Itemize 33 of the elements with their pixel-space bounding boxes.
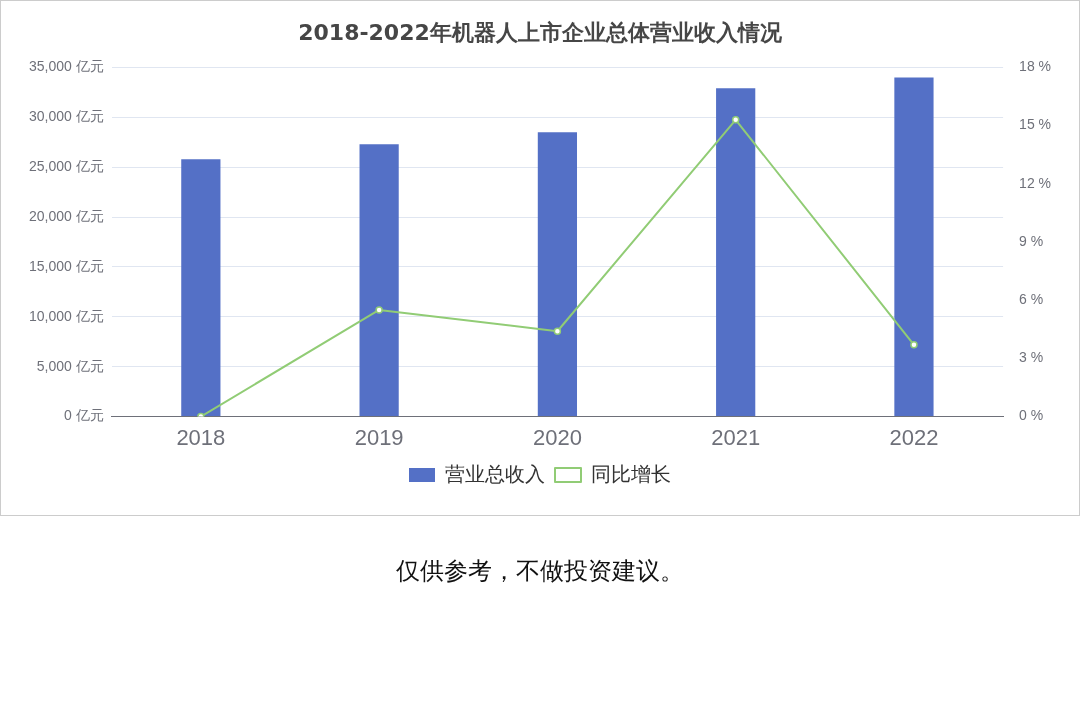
y-tick-label: 10,000 亿元 [28, 307, 104, 324]
y2-tick-label: 3 % [1019, 349, 1044, 366]
x-tick-label: 2020 [532, 424, 582, 450]
bar [181, 159, 221, 417]
text: 仅供参考，不做投资建议。 [395, 556, 685, 587]
y2-tick-label: 15 % [1019, 116, 1052, 133]
y2-tick-label: 12 % [1019, 174, 1052, 191]
x-tick-label: 2022 [889, 424, 939, 450]
legend-label: 同比增长 [591, 462, 671, 485]
point [375, 306, 383, 314]
legend-label: 营业总收入 [445, 462, 545, 485]
y-tick-label: 25,000 亿元 [28, 158, 104, 175]
y-tick-label: 30,000 亿元 [28, 108, 104, 125]
y-tick-label: 35,000 亿元 [28, 58, 104, 75]
y-tick-label: 0 亿元 [64, 407, 104, 424]
chart-title: 2018-2022年机器人上市企业总体营业收入情况 [298, 19, 783, 45]
x-tick-label: 2019 [354, 424, 404, 450]
bar [894, 77, 934, 417]
point [731, 116, 740, 124]
y-tick-label: 5,000 亿元 [36, 357, 104, 374]
x-tick-label: 2021 [711, 424, 761, 450]
y2-tick-label: 18 % [1019, 58, 1052, 75]
x-tick-label: 2018 [176, 424, 226, 450]
y2-tick-label: 6 % [1019, 291, 1044, 308]
point [553, 327, 562, 335]
bar [537, 132, 578, 417]
y-tick-label: 20,000 亿元 [28, 207, 104, 224]
y2-tick-label: 0 % [1019, 407, 1044, 424]
bar [359, 144, 399, 417]
y-tick-label: 15,000 亿元 [28, 257, 104, 274]
y2-tick-label: 9 % [1019, 232, 1044, 249]
bar [716, 88, 756, 417]
point [910, 341, 918, 349]
